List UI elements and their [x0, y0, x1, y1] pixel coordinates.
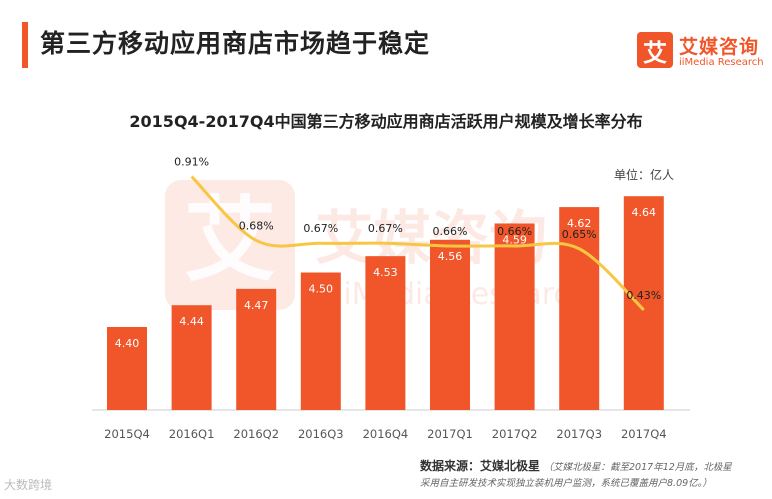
source-label: 数据来源：艾媒北极星 — [420, 459, 541, 473]
growth-rate-label: 0.67% — [368, 222, 403, 235]
bar-2017Q4 — [623, 196, 664, 410]
growth-rate-label: 0.67% — [303, 222, 338, 235]
x-tick-label: 2016Q4 — [363, 427, 409, 441]
bar-value-label: 4.40 — [115, 337, 140, 350]
bar-value-label: 4.62 — [567, 217, 592, 230]
brand-logo: 艾 艾媒咨询 iiMedia Research — [637, 32, 767, 72]
growth-rate-label: 0.91% — [174, 156, 209, 169]
bar-2017Q1 — [430, 239, 470, 410]
x-tick-label: 2017Q1 — [427, 427, 473, 441]
x-tick-label: 2016Q2 — [233, 427, 279, 441]
bar-2016Q4 — [365, 256, 406, 410]
logo-name-en: iiMedia Research — [679, 57, 764, 68]
x-tick-label: 2015Q4 — [104, 427, 150, 441]
bar-2016Q1 — [171, 305, 212, 410]
source-note-line2: 采用自主研发技术实现独立装机用户监测，系统已覆盖用户8.09亿。） — [420, 478, 712, 489]
logo-name-cn: 艾媒咨询 — [679, 36, 760, 58]
corner-watermark: 大数跨境 — [4, 478, 53, 492]
bar-value-label: 4.47 — [244, 299, 269, 312]
bar-2016Q2 — [236, 288, 277, 410]
x-tick-label: 2016Q3 — [298, 427, 344, 441]
bar-2017Q3 — [559, 207, 600, 410]
growth-rate-label: 0.65% — [562, 228, 597, 241]
growth-line-layer: 0.91% 0.68% 0.67% 0.67% 0.66% 0.66% 0.65% 0.43% — [174, 156, 661, 312]
growth-rate-label: 0.66% — [497, 225, 532, 238]
logo-mark-icon: 艾 — [637, 32, 673, 68]
unit-label: 单位：亿人 — [614, 168, 675, 182]
bar-2017Q2 — [494, 223, 535, 410]
bar-value-label: 4.59 — [502, 233, 527, 246]
watermark-logo-box — [165, 180, 295, 310]
watermark-logo-mark: 艾 — [184, 187, 276, 294]
page-title: 第三方移动应用商店市场趋于稳定 — [40, 29, 431, 58]
bar-value-label: 4.50 — [309, 283, 334, 296]
x-tick-label: 2017Q4 — [621, 427, 667, 441]
growth-rate-label: 0.68% — [239, 219, 274, 232]
x-tick-label: 2016Q1 — [169, 427, 215, 441]
bar-value-label: 4.53 — [373, 266, 398, 279]
bar-2015Q4 — [107, 327, 147, 410]
bars-group: 4.40 4.44 4.47 4.50 4.53 4.56 4.59 4.62 4.64 — [107, 196, 664, 410]
growth-rate-line — [190, 175, 645, 312]
bar-value-label: 4.44 — [179, 315, 204, 328]
source-footer: 数据来源：艾媒北极星 （艾媒北极星：截至2017年12月底，北极星 采用自主研发… — [420, 458, 765, 492]
x-tick-labels: 2015Q4 2016Q1 2016Q2 2016Q3 2016Q4 2017Q1 2017… — [104, 427, 666, 441]
title-accent-bar — [22, 22, 28, 68]
growth-rate-label: 0.66% — [433, 225, 468, 238]
source-note-line1: （艾媒北极星：截至2017年12月底，北极星 — [543, 462, 732, 473]
bar-2016Q3 — [300, 272, 341, 410]
bar-value-label: 4.64 — [632, 206, 657, 219]
x-tick-label: 2017Q3 — [556, 427, 602, 441]
growth-rate-label: 0.43% — [626, 289, 661, 302]
x-tick-label: 2017Q2 — [492, 427, 538, 441]
bar-value-label: 4.56 — [438, 250, 463, 263]
chart-title: 2015Q4-2017Q4中国第三方移动应用商店活跃用户规模及增长率分布 — [129, 112, 643, 131]
